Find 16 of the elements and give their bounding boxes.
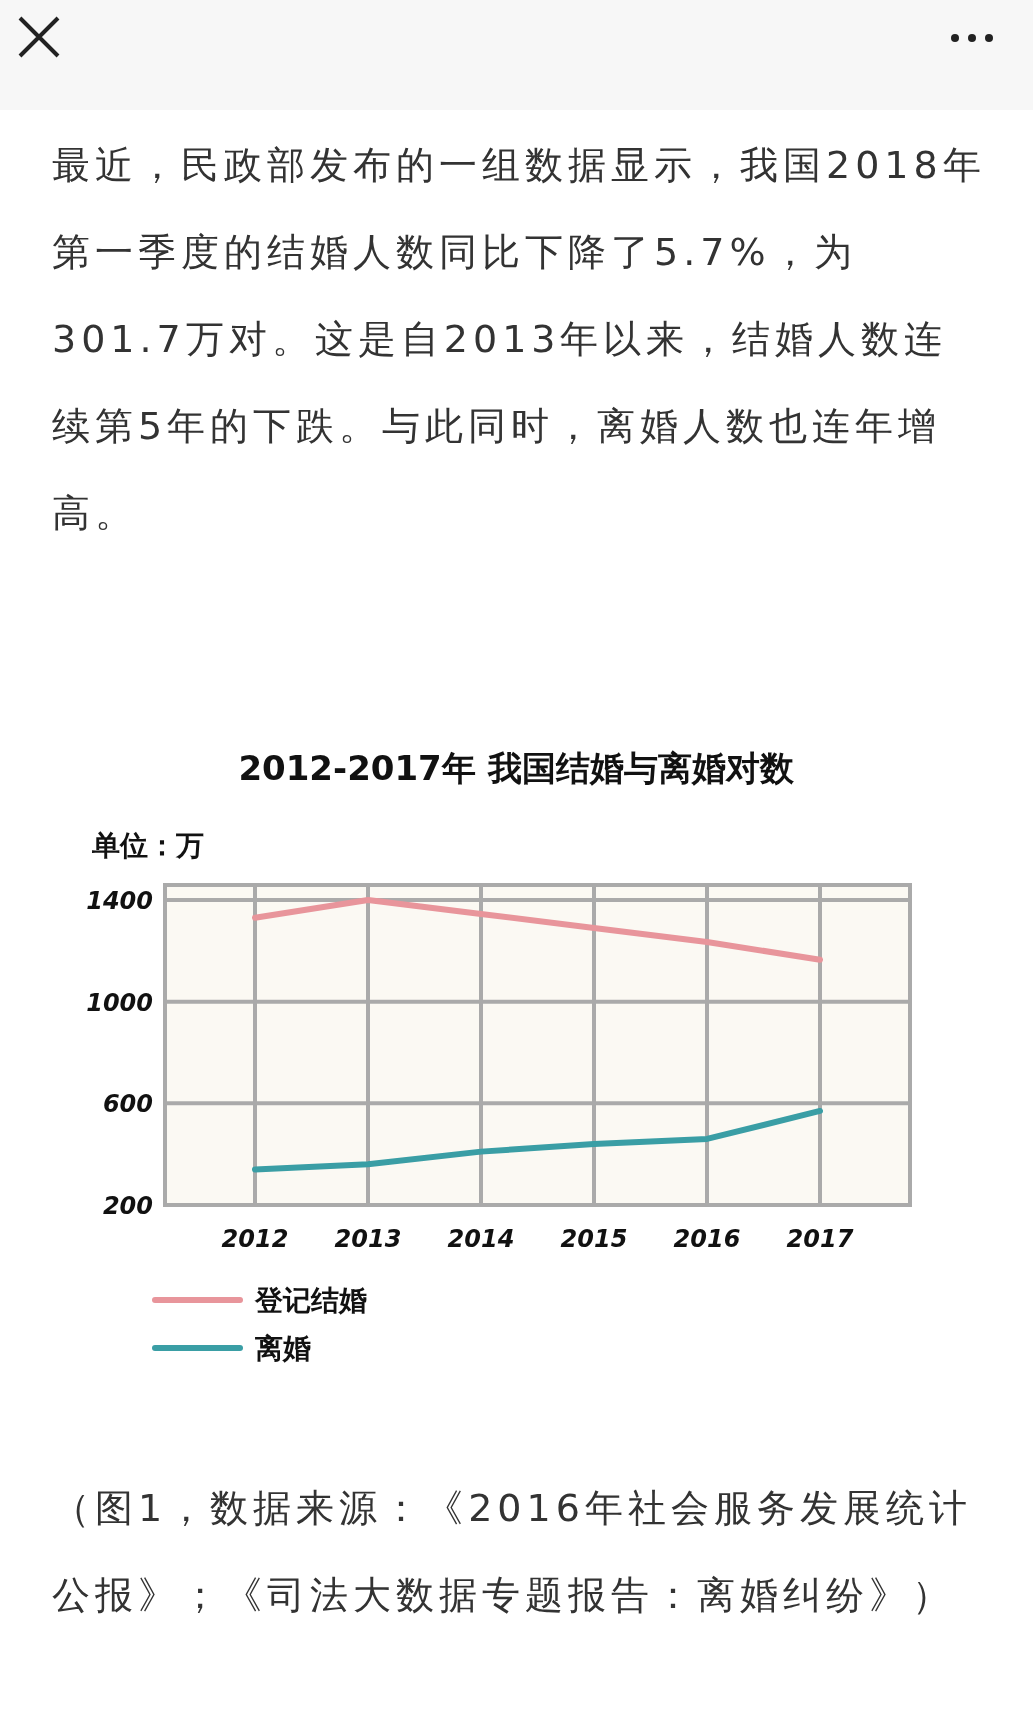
text: （图1，数据来源：《2016年社会服务发展统计公报》；《司法大数据专题报告：离婚纠纷》） xyxy=(52,1485,973,1619)
text: 最近，民政部发布的一组数据显示，我国2018年第一季度的结婚人数同比下降了5.7%，为301.7万对。这是自2013年以来，结婚人数连续第5年的下跌。与此同时，离婚人数也连年增高。 xyxy=(52,142,987,537)
legend-label: 登记结婚 xyxy=(254,1284,367,1317)
y-tick-label: 600 xyxy=(102,1090,153,1119)
x-tick-label: 2012 xyxy=(221,1225,289,1253)
y-tick-label: 200 xyxy=(102,1192,153,1220)
y-tick-label: 1400 xyxy=(86,887,153,915)
x-tick-label: 2014 xyxy=(447,1225,515,1253)
x-tick-label: 2016 xyxy=(673,1225,741,1253)
y-tick-label: 1000 xyxy=(86,988,153,1017)
chart-title: 2012-2017年 我国结婚与离婚对数 xyxy=(238,748,795,788)
y-axis-title: 单位：万 xyxy=(91,829,204,862)
x-tick-label: 2017 xyxy=(786,1225,854,1253)
x-tick-label: 2015 xyxy=(560,1225,628,1253)
legend-label: 离婚 xyxy=(254,1332,311,1365)
x-tick-label: 2013 xyxy=(334,1225,402,1253)
